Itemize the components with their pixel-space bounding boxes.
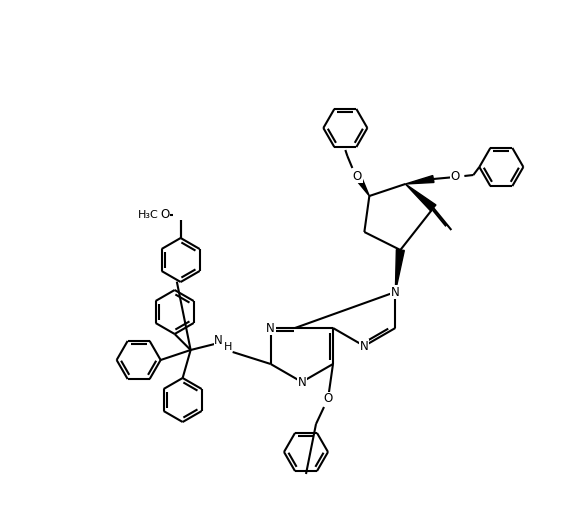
Text: H: H bbox=[223, 342, 232, 352]
Text: N: N bbox=[266, 321, 275, 334]
Text: O: O bbox=[160, 208, 169, 222]
Polygon shape bbox=[406, 175, 434, 184]
Text: O: O bbox=[451, 171, 460, 184]
Text: N: N bbox=[360, 340, 369, 352]
Text: N: N bbox=[391, 286, 400, 299]
Polygon shape bbox=[406, 184, 436, 211]
Text: H₃C: H₃C bbox=[138, 210, 159, 220]
Text: N: N bbox=[214, 333, 223, 346]
Text: O: O bbox=[353, 170, 362, 183]
Polygon shape bbox=[355, 174, 369, 196]
Polygon shape bbox=[396, 249, 404, 292]
Text: N: N bbox=[298, 375, 306, 388]
Text: O: O bbox=[323, 393, 333, 405]
